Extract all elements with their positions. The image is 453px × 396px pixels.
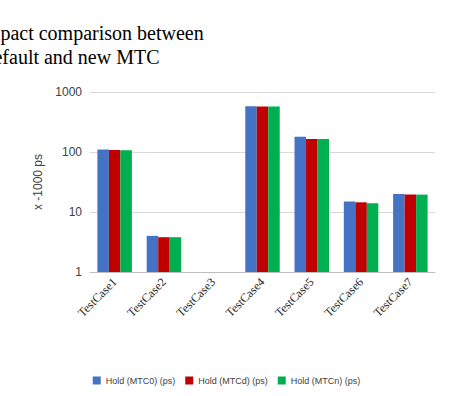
svg-text:TestCase3: TestCase3 — [174, 275, 219, 320]
svg-text:Hold (MTC0) (ps): Hold (MTC0) (ps) — [106, 376, 176, 386]
svg-text:TestCase4: TestCase4 — [223, 275, 268, 320]
svg-text:TestCase7: TestCase7 — [371, 275, 416, 320]
svg-text:TestCase6: TestCase6 — [321, 275, 366, 320]
svg-text:Hold impact comparison between: Hold impact comparison between — [0, 22, 209, 45]
svg-text:TestCase5: TestCase5 — [272, 275, 317, 320]
svg-text:1000: 1000 — [55, 85, 82, 99]
svg-text:TestCase1: TestCase1 — [75, 275, 120, 320]
svg-text:100: 100 — [62, 145, 82, 159]
svg-text:10: 10 — [69, 205, 83, 219]
svg-text:x -1000 ps: x -1000 ps — [31, 154, 45, 210]
svg-text:Hold (MTCd) (ps): Hold (MTCd) (ps) — [198, 376, 268, 386]
svg-text:1: 1 — [75, 265, 82, 279]
svg-text:Hold (MTCn) (ps): Hold (MTCn) (ps) — [291, 376, 361, 386]
svg-text:default and new MTC: default and new MTC — [0, 46, 160, 68]
svg-text:TestCase2: TestCase2 — [124, 275, 169, 320]
